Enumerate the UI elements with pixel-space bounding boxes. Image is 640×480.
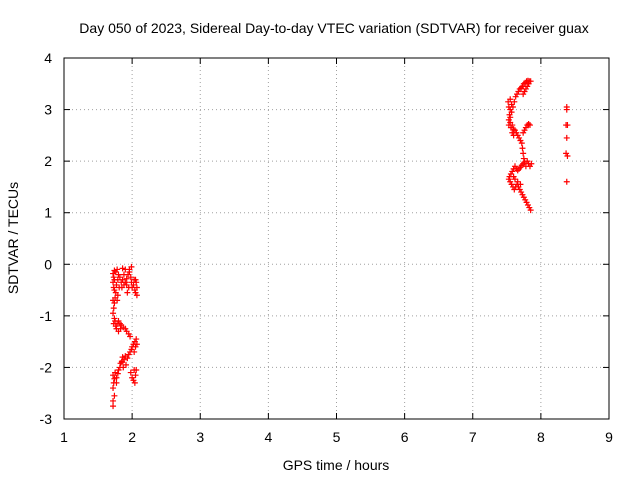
data-point: [563, 178, 570, 185]
data-point: [517, 181, 524, 188]
data-point: [127, 369, 134, 376]
data-point: [133, 367, 140, 374]
data-point: [520, 155, 527, 162]
data-point: [527, 207, 534, 214]
x-tick-labels: 1 2 3 4 5 6 7 8 9: [60, 429, 613, 445]
data-point: [123, 281, 130, 288]
data-point: [110, 305, 117, 312]
data-point: [110, 403, 117, 410]
data-point: [131, 379, 138, 386]
x-tick-label: 5: [333, 429, 341, 445]
data-point: [110, 274, 117, 281]
data-point: [114, 276, 121, 283]
data-point: [520, 129, 527, 136]
data-point: [133, 284, 140, 291]
y-tick-label: 4: [44, 50, 52, 66]
data-point: [114, 266, 121, 273]
data-point: [116, 284, 123, 291]
data-point: [127, 274, 134, 281]
chart-title: Day 050 of 2023, Sidereal Day-to-day VTE…: [79, 20, 588, 36]
x-tick-label: 3: [196, 429, 204, 445]
x-tick-label: 8: [537, 429, 545, 445]
data-point: [114, 370, 121, 377]
data-point: [119, 265, 126, 272]
data-point: [528, 160, 535, 167]
data-point: [564, 122, 571, 129]
data-point: [123, 275, 130, 282]
data-point: [110, 397, 117, 404]
y-tick-label: -1: [40, 308, 53, 324]
x-tick-label: 2: [128, 429, 136, 445]
data-point: [133, 292, 140, 299]
x-tick-label: 9: [605, 429, 613, 445]
data-point: [564, 152, 571, 159]
data-point: [118, 359, 125, 366]
data-point: [507, 114, 514, 121]
y-tick-label: 3: [44, 102, 52, 118]
data-point: [117, 325, 124, 332]
y-tick-labels: -3 -2 -1 0 1 2 3 4: [40, 50, 53, 427]
x-tick-label: 7: [469, 429, 477, 445]
y-tick-label: 2: [44, 153, 52, 169]
data-point: [508, 101, 515, 108]
x-tick-label: 4: [264, 429, 272, 445]
data-point: [131, 348, 138, 355]
data-point: [110, 320, 117, 327]
data-point: [110, 385, 117, 392]
data-point: [520, 150, 527, 157]
gridlines: [64, 58, 609, 419]
data-point: [112, 369, 119, 376]
y-axis-label: SDTVAR / TECUs: [5, 182, 21, 294]
data-point: [507, 96, 514, 103]
data-point: [113, 374, 120, 381]
data-point: [124, 355, 131, 362]
data-point: [124, 289, 131, 296]
data-point: [526, 122, 533, 129]
data-point: [113, 379, 120, 386]
data-point: [128, 263, 135, 270]
data-point: [509, 122, 516, 129]
data-point: [114, 297, 121, 304]
data-point: [563, 134, 570, 141]
data-point: [133, 336, 140, 343]
data-point: [111, 392, 118, 399]
data-point: [563, 106, 570, 113]
data-point: [114, 292, 121, 299]
data-point: [120, 364, 127, 371]
data-point: [520, 91, 527, 98]
data-point: [510, 126, 517, 133]
data-point: [522, 163, 529, 170]
data-point: [111, 315, 118, 322]
data-point: [131, 276, 138, 283]
y-tick-label: 1: [44, 205, 52, 221]
data-point: [508, 109, 515, 116]
data-point: [519, 145, 526, 152]
x-tick-label: 6: [401, 429, 409, 445]
axis-ticks: [63, 57, 610, 420]
data-point: [120, 271, 127, 278]
data-point: [518, 140, 525, 147]
data-point: [110, 310, 117, 317]
x-axis-label: GPS time / hours: [283, 457, 390, 473]
y-tick-label: -2: [40, 359, 53, 375]
data-point: [510, 132, 517, 139]
data-point: [133, 341, 140, 348]
data-point: [122, 266, 129, 273]
y-tick-label: 0: [44, 256, 52, 272]
y-tick-label: -3: [40, 411, 53, 427]
data-points: [110, 77, 571, 410]
data-point: [525, 121, 532, 128]
data-point: [132, 372, 139, 379]
x-tick-label: 1: [60, 429, 68, 445]
